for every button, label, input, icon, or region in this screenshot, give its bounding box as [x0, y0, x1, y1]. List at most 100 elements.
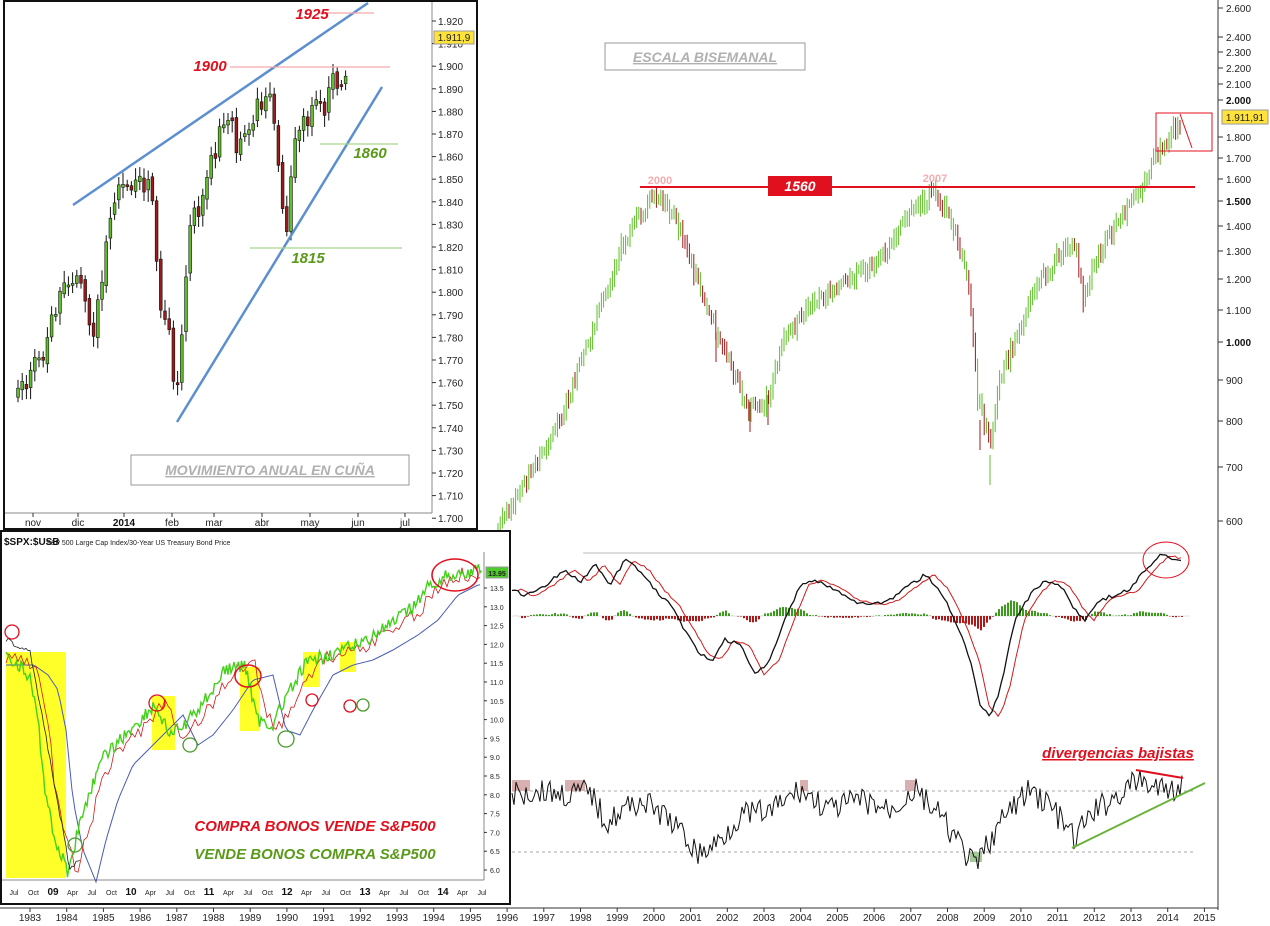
histogram-bar: [1022, 608, 1024, 616]
level-1860-label: 1860: [353, 145, 387, 162]
wedge-candle-body: [196, 206, 201, 217]
wedge-price-tick: 1.800: [438, 288, 463, 299]
price-tick-label: 1.700: [1226, 154, 1251, 165]
wedge-candle-body: [209, 155, 213, 179]
ratio-month-tick: Jul: [322, 890, 331, 897]
wedge-month-tick: 2014: [113, 518, 136, 529]
histogram-bar: [725, 610, 727, 616]
histogram-bar: [923, 613, 925, 616]
wedge-candle-body: [243, 133, 247, 138]
sell-signal-circle: [4, 624, 20, 640]
histogram-bar: [602, 616, 604, 619]
histogram-bar: [1007, 602, 1009, 616]
year-tick-label: 1984: [56, 913, 79, 924]
recent-high-arrow: [1179, 113, 1193, 149]
ratio-month-tick: 13: [359, 887, 371, 898]
wedge-candle-body: [117, 184, 121, 201]
year-tick-label: 1998: [569, 913, 592, 924]
histogram-bar: [827, 616, 829, 618]
histogram-bar: [560, 613, 562, 616]
histogram-bar: [845, 616, 847, 618]
histogram-bar: [1103, 612, 1105, 616]
wedge-candle-body: [217, 126, 222, 158]
histogram-bar: [692, 616, 694, 621]
wedge-month-tick: dic: [72, 518, 85, 529]
histogram-bar: [1175, 616, 1177, 618]
histogram-bar: [770, 612, 772, 616]
histogram-bar: [743, 616, 745, 619]
year-tick-label: 2004: [790, 913, 813, 924]
histogram-bar: [1145, 612, 1147, 616]
histogram-bar: [710, 616, 712, 618]
wedge-candle-body: [75, 275, 79, 284]
ratio-value-tick: 6.5: [490, 849, 500, 856]
histogram-bar: [641, 616, 643, 619]
wedge-month-tick: nov: [25, 518, 41, 529]
divergence-label: divergencias bajistas: [1042, 745, 1194, 762]
histogram-bar: [767, 613, 769, 616]
wedge-candle-body: [226, 120, 230, 126]
price-tick-label: 1.000: [1226, 338, 1251, 349]
sell-signal-circle: [305, 693, 319, 707]
wedge-candle-body: [54, 314, 58, 317]
note-buy-bonds: COMPRA BONOS VENDE S&P500: [194, 818, 436, 835]
histogram-bar: [1181, 616, 1183, 617]
macd-signal-line: [511, 555, 1182, 718]
year-tick-label: 1989: [239, 913, 262, 924]
ratio-value-tick: 8.0: [490, 793, 500, 800]
highlight-box: [6, 652, 66, 878]
ratio-value-tick: 7.5: [490, 812, 500, 819]
histogram-bar: [1106, 614, 1108, 616]
year-axis: 1983 1984 1985 1986 1987 1988 1989 1990 1991 1992…: [19, 908, 1216, 924]
overbought-fill: [512, 780, 530, 791]
wedge-candle-body: [175, 382, 180, 386]
wedge-candle-body: [41, 356, 45, 361]
histogram-bar: [596, 612, 598, 616]
histogram-bar: [920, 614, 922, 616]
wedge-price-tick: 1.860: [438, 153, 463, 164]
histogram-bar: [968, 616, 970, 625]
wedge-month-tick: jul: [399, 518, 410, 529]
oscillator-extreme-fills: [512, 780, 982, 862]
ratio-month-tick: Oct: [262, 890, 273, 897]
price-tick-label: 2.000: [1226, 96, 1251, 107]
histogram-bar: [689, 616, 691, 622]
year-tick-label: 2001: [679, 913, 702, 924]
price-tick-label: 2.300: [1226, 48, 1251, 59]
wedge-month-tick: mar: [205, 518, 223, 529]
wedge-candle-body: [201, 194, 205, 216]
histogram-bar: [524, 616, 526, 618]
ratio-month-tick: Oct: [418, 890, 429, 897]
wedge-candle-body: [192, 207, 197, 226]
histogram-bar: [980, 616, 982, 631]
histogram-bar: [941, 616, 943, 621]
histogram-bar: [608, 616, 610, 621]
ratio-month-tick: Jul: [10, 890, 19, 897]
histogram-bar: [779, 607, 781, 616]
histogram-bar: [1001, 606, 1003, 616]
histogram-bar: [887, 614, 889, 616]
wedge-price-tick: 1.840: [438, 198, 463, 209]
wedge-candle-body: [20, 381, 24, 391]
wedge-price-tick: 1.880: [438, 107, 463, 118]
ratio-month-tick: Apr: [379, 890, 391, 897]
price-tick-label: 1.300: [1226, 247, 1251, 258]
histogram-bar: [758, 616, 760, 620]
wedge-price-tick: 1.890: [438, 85, 463, 96]
wedge-candle-body: [339, 84, 344, 87]
ratio-value-tick: 8.5: [490, 774, 500, 781]
scale-title: ESCALA BISEMANAL: [633, 49, 777, 65]
histogram-bar: [1028, 611, 1030, 616]
ratio-value-tick: 6.0: [490, 868, 500, 875]
histogram-bar: [839, 616, 841, 618]
histogram-bar: [1013, 601, 1015, 616]
ratio-month-tick: Apr: [223, 890, 235, 897]
wedge-candle-body: [264, 96, 268, 112]
main-last-price: 1.911,91: [1226, 113, 1265, 124]
histogram-bar: [752, 616, 754, 623]
ratio-value-tick: 11.5: [490, 661, 503, 668]
histogram-bar: [647, 616, 649, 620]
wedge-price-tick: 1.750: [438, 401, 463, 412]
histogram-bar: [803, 610, 805, 616]
